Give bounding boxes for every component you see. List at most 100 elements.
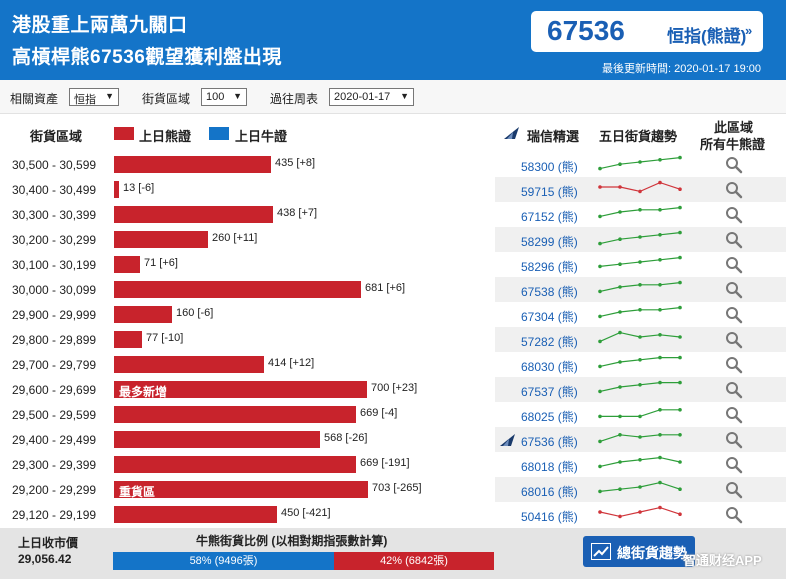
trend-sparkline	[598, 305, 682, 319]
trend-chart-icon	[591, 543, 611, 560]
sparkline-point	[638, 335, 642, 339]
asset-select[interactable]: 恒指 ▼	[69, 88, 119, 106]
search-icon[interactable]	[725, 481, 743, 499]
sparkline-point	[618, 185, 622, 189]
sparkline-point	[638, 414, 642, 419]
trend-sparkline	[598, 505, 682, 519]
search-icon[interactable]	[725, 306, 743, 324]
sparkline-point	[598, 185, 602, 189]
sparkline-point	[598, 339, 602, 344]
sparkline-point	[618, 310, 622, 314]
sparkline-point	[638, 160, 642, 164]
close-label: 上日收市價	[18, 536, 79, 550]
pick-warrant-link[interactable]: 67537 (熊)	[521, 385, 578, 399]
sparkline-point	[618, 162, 622, 166]
pick-warrant-link[interactable]: 58296 (熊)	[521, 260, 578, 274]
sparkline-point	[598, 389, 602, 394]
search-icon[interactable]	[725, 156, 743, 174]
bear-value-label: 438 [+7]	[277, 207, 318, 219]
search-icon[interactable]	[725, 181, 743, 199]
chevron-right-icon: »	[745, 23, 753, 38]
quote-label: 恒指(熊證)	[667, 27, 747, 46]
search-icon[interactable]	[725, 506, 743, 524]
search-icon[interactable]	[725, 206, 743, 224]
bear-bar	[114, 506, 277, 523]
search-icon[interactable]	[725, 256, 743, 274]
sparkline-point	[618, 285, 622, 289]
bear-value-label: 568 [-26]	[324, 432, 368, 444]
ratio-title: 牛熊街貨比例 (以相對期指張數計算)	[196, 534, 388, 548]
search-icon[interactable]	[725, 456, 743, 474]
search-icon[interactable]	[725, 331, 743, 349]
headline-line-1: 港股重上兩萬九關口	[12, 15, 188, 36]
trend-sparkline	[598, 205, 682, 219]
table-row: 29,500 - 29,599 669 [-4] 68025 (熊)	[0, 402, 786, 427]
zone-select[interactable]: 100 ▼	[201, 88, 247, 106]
sparkline-point	[638, 260, 642, 264]
week-select[interactable]: 2020-01-17 ▼	[329, 88, 414, 106]
zone-range: 30,500 - 30,599	[12, 158, 97, 172]
pick-warrant-link[interactable]: 68025 (熊)	[521, 410, 578, 424]
pick-warrant-link[interactable]: 67536 (熊)	[521, 435, 578, 449]
search-icon[interactable]	[725, 356, 743, 374]
search-icon[interactable]	[725, 406, 743, 424]
bear-legend-label: 上日熊證	[139, 129, 192, 144]
bull-legend-label: 上日牛證	[235, 129, 288, 144]
caret-down-icon: ▼	[400, 91, 409, 101]
pick-warrant-link[interactable]: 59715 (熊)	[521, 185, 578, 199]
table-row: 30,200 - 30,299 260 [+11] 58299 (熊)	[0, 227, 786, 252]
pick-warrant-link[interactable]: 50416 (熊)	[521, 510, 578, 524]
col-trend: 五日街貨趨勢	[599, 129, 678, 144]
sparkline-point	[658, 308, 662, 312]
bear-bar	[114, 181, 119, 198]
bear-bar	[114, 306, 172, 323]
week-label: 過往周表	[270, 92, 319, 106]
last-updated: 最後更新時間: 2020-01-17 19:00	[602, 63, 761, 75]
trend-sparkline	[598, 180, 682, 194]
search-icon[interactable]	[725, 431, 743, 449]
search-icon[interactable]	[725, 281, 743, 299]
total-trend-button[interactable]: 總街貨趨勢	[583, 536, 695, 567]
pick-warrant-link[interactable]: 68018 (熊)	[521, 460, 578, 474]
bear-value-label: 414 [+12]	[268, 357, 315, 369]
zone-range: 30,000 - 30,099	[12, 283, 97, 297]
col-zone: 街貨區域	[30, 129, 83, 144]
trend-sparkline	[598, 380, 682, 394]
sparkline-point	[658, 333, 662, 337]
pick-warrant-link[interactable]: 68030 (熊)	[521, 360, 578, 374]
pick-warrant-link[interactable]: 58300 (熊)	[521, 160, 578, 174]
table-row: 29,300 - 29,399 669 [-191] 68018 (熊)	[0, 452, 786, 477]
pick-warrant-link[interactable]: 57282 (熊)	[521, 335, 578, 349]
bear-bar	[114, 256, 140, 273]
bull-legend-swatch	[209, 127, 229, 140]
sparkline-point	[678, 512, 682, 516]
sparkline-point	[618, 330, 622, 335]
bear-value-label: 700 [+23]	[371, 382, 418, 394]
asset-label: 相關資產	[10, 92, 59, 106]
zone-label: 街貨區域	[142, 92, 191, 106]
zone-range: 29,120 - 29,199	[12, 508, 97, 522]
sparkline-point	[598, 289, 602, 294]
sparkline-point	[598, 166, 602, 171]
sparkline-point	[598, 489, 602, 494]
caret-down-icon: ▼	[105, 91, 114, 101]
zone-select-value: 100	[206, 91, 225, 103]
pick-warrant-link[interactable]: 68016 (熊)	[521, 485, 578, 499]
pick-warrant-link[interactable]: 58299 (熊)	[521, 235, 578, 249]
column-header: 街貨區域 上日熊證 上日牛證 瑞信精選 五日街貨趨勢 此區域 所有牛熊證	[0, 114, 786, 152]
sparkline-point	[638, 189, 642, 194]
sparkline-point	[638, 235, 642, 239]
zone-range: 30,100 - 30,199	[12, 258, 97, 272]
pick-warrant-link[interactable]: 67152 (熊)	[521, 210, 578, 224]
search-icon[interactable]	[725, 381, 743, 399]
sparkline-point	[658, 208, 662, 212]
sparkline-point	[678, 487, 682, 491]
sparkline-point	[678, 355, 682, 360]
quote-button[interactable]: 67536 恒指(熊證) »	[531, 11, 763, 52]
pick-warrant-link[interactable]: 67304 (熊)	[521, 310, 578, 324]
search-icon[interactable]	[725, 231, 743, 249]
sparkline-point	[638, 383, 642, 387]
sparkline-point	[658, 158, 662, 162]
pick-warrant-link[interactable]: 67538 (熊)	[521, 285, 578, 299]
sparkline-point	[638, 485, 642, 489]
